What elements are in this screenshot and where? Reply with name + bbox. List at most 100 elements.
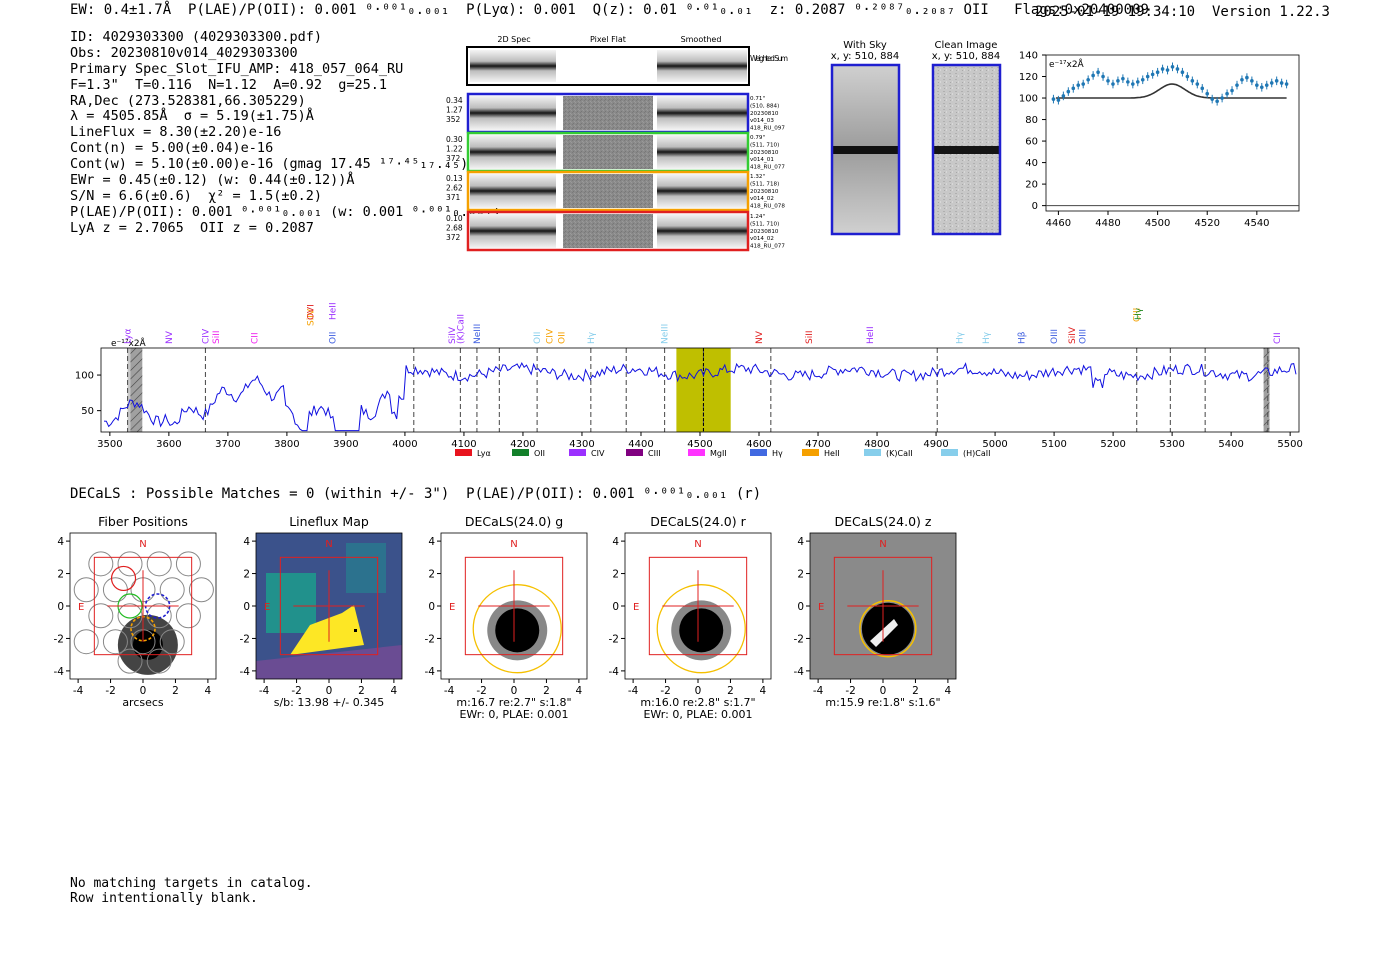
spectrum-line-label-group: SiII (805, 330, 815, 344)
spectrum-line-label-group: NeIII (473, 324, 483, 344)
stamp-xtick-label: -2 (105, 685, 115, 697)
cutout-right-value: v014_03 (750, 118, 774, 124)
stamp-ytick-label: 0 (243, 601, 250, 613)
cutout-right-value: (510, 884) (750, 103, 779, 109)
zoom-data-point (1235, 83, 1239, 87)
spectrum-legend-label: (H)CaII (963, 449, 990, 458)
zoom-data-point (1145, 74, 1150, 79)
stamp-ytick-label: -2 (794, 633, 804, 645)
spectrum-line-label-group: OII (533, 332, 543, 344)
stamp-ytick-label: 4 (243, 536, 250, 548)
fiber-circle (130, 577, 156, 603)
zoom-data-point (1061, 94, 1066, 98)
spectrum-legend-label: HeII (824, 449, 840, 458)
spectrum-line-label-group: CII (1273, 332, 1283, 344)
stamp-xtick-label: -2 (291, 685, 301, 697)
spectrum-legend-swatch (941, 449, 958, 456)
spectrum-legend-label: (K)CaII (886, 449, 913, 458)
spectrum-highlight-band (676, 348, 731, 432)
spectrum-line-label: CIII (1133, 308, 1143, 322)
stamp-ytick-label: 2 (797, 569, 804, 581)
cutout-right-value: v014_02 (750, 196, 774, 202)
stamp-region-box (464, 556, 564, 656)
spectrum-line-label-group: CII (250, 332, 260, 344)
detection-info: ID: 4029303300 (4029303300.pdf) Obs: 202… (70, 29, 501, 237)
spectrum-legend-swatch (455, 449, 472, 456)
cutout-row-frame (466, 210, 750, 252)
fiber-circle (117, 551, 143, 577)
stamp-xtick-label: 0 (511, 685, 518, 697)
fiber-circle (117, 648, 143, 674)
zoom-data-point (1076, 83, 1081, 87)
lineflux-edge (256, 645, 402, 679)
lineflux-blob (266, 573, 316, 633)
info-line: F=1.3" T=0.116 N=1.12 A=0.92 g=25.1 (70, 76, 387, 93)
stamp-xtick-label: 2 (912, 685, 919, 697)
stamp-source-halo (117, 614, 178, 675)
spectrum-line-label: Hγ (982, 331, 992, 344)
fiber-circle (146, 603, 172, 629)
stamp-caption-2: EWr: 0, PLAE: 0.001 (643, 708, 752, 721)
zoom-data-point (1051, 97, 1056, 101)
spectrum-line-label: (K)CaII (456, 314, 466, 344)
fiber-circle (88, 603, 114, 629)
stamp-background (256, 533, 402, 679)
stamp-title: Lineflux Map (289, 514, 369, 529)
spectrum-line-label-group: NV (165, 330, 175, 344)
stamp-xtick-label: 0 (326, 685, 333, 697)
spectrum-line-label: OIII (1078, 329, 1088, 344)
cutout-right-value: 418_RU_078 (750, 204, 785, 210)
clean-image-panel: Clean Image x, y: 510, 884 (932, 40, 1002, 236)
cutout-right-value: 418_RU_077 (750, 165, 785, 171)
zoom-data-point (1279, 81, 1284, 85)
spectrum-xtick-label: 4600 (746, 439, 771, 450)
info-line: Obs: 20230810v014_4029303300 (70, 44, 298, 61)
zoom-ytick-label: 120 (1019, 72, 1038, 83)
spectrum-line-label-group: HeII (328, 302, 338, 320)
spectrum-xtick-label: 5100 (1041, 439, 1066, 450)
cutout-column-labels: 2D Spec Pixel Flat Smoothed (497, 35, 721, 44)
stamp-title: DECaLS(24.0) r (650, 514, 746, 529)
stamp-ytick-label: 4 (797, 536, 804, 548)
stamp-caption: arcsecs (122, 696, 164, 709)
stamp-ytick-label: 2 (612, 569, 619, 581)
stamp-title: Fiber Positions (98, 514, 188, 529)
stamp-east-label: E (818, 602, 824, 613)
stamp-xtick-label: 4 (576, 685, 583, 697)
stamp-ytick-label: -4 (794, 666, 805, 678)
stamp-xtick-label: -2 (845, 685, 855, 697)
zoom-data-point (1096, 70, 1100, 75)
spectrum-xtick-label: 4400 (628, 439, 653, 450)
stamp-panel: DECaLS(24.0) r N E -4 -4 -2 -2 0 0 2 2 4 4 m:16.0 re:… (609, 514, 772, 721)
stamp-background (70, 533, 216, 679)
spectrum-xtick-label: 5300 (1159, 439, 1184, 450)
stamp-ytick-label: 2 (243, 569, 250, 581)
zoom-data-point (1185, 74, 1190, 79)
zoom-data-point (1274, 79, 1279, 83)
stamp-east-label: E (78, 602, 84, 613)
spectrum-line-label-group: (K)CaII (456, 314, 466, 344)
spectrum-xtick-label: 4900 (923, 439, 948, 450)
zoom-data-point (1081, 82, 1086, 86)
spectrum-trace (103, 362, 1297, 432)
spectrum-line-label-group: OVI (307, 304, 317, 320)
spectrum-line-label: NeIII (473, 324, 483, 344)
zoom-data-point (1220, 96, 1224, 100)
with-sky-panel: With Sky x, y: 510, 884 (831, 40, 901, 236)
cutout-right-value: v014_02 (750, 236, 774, 242)
stamp-xtick-label: 0 (695, 685, 702, 697)
zoom-data-point (1121, 76, 1125, 81)
spectrum-line-label: NV (755, 330, 765, 344)
spectrum-xtick-label: 4100 (451, 439, 476, 450)
timestamp: 2025-01-19 19:34:10 (1034, 4, 1196, 20)
spectrum-line-label-group: Hγ (982, 331, 992, 344)
spectrum-line-label-group: Lyα (124, 328, 134, 344)
info-line: Cont(w) = 5.10(±0.00)e-16 (gmag 17.45 ¹⁷… (70, 156, 469, 173)
cutout-right-value: 0.79" (750, 135, 765, 141)
zoom-model-curve (1055, 83, 1287, 99)
zoom-data-point (1155, 70, 1160, 75)
lineflux-peak (290, 605, 364, 655)
ew-value: EW: 0.4±1.7Å (70, 2, 172, 18)
spectrum-line-label-group: OII (557, 332, 567, 344)
fiber-circle (146, 551, 172, 577)
